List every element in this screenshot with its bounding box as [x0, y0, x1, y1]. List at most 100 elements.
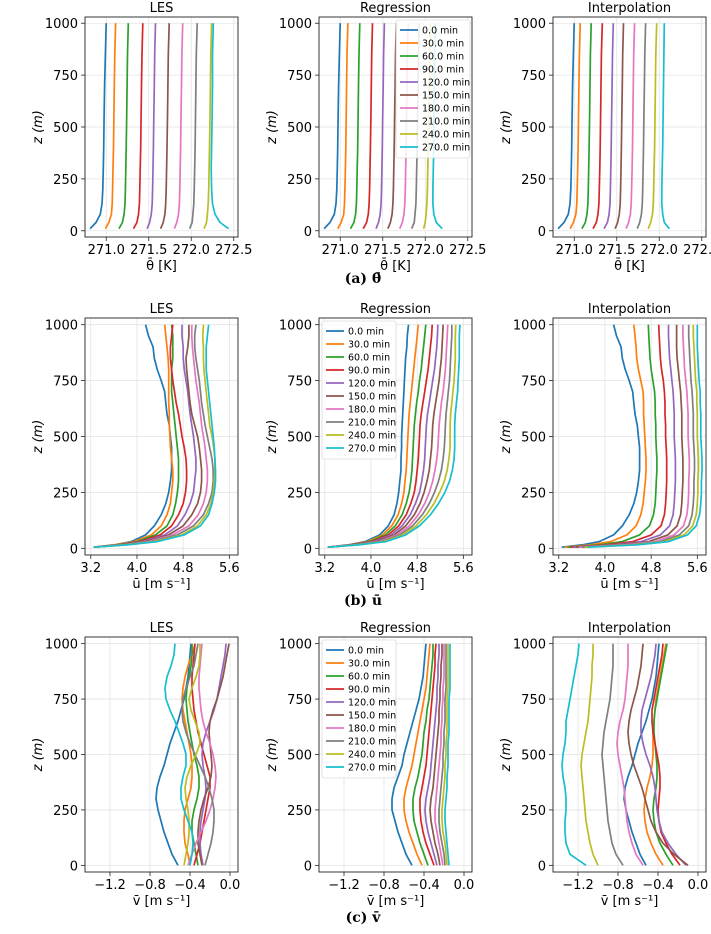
series-line-0 [155, 643, 192, 866]
legend-label: 150.0 min [348, 392, 396, 403]
legend-label: 240.0 min [348, 750, 396, 761]
legend-label: 120.0 min [348, 698, 396, 709]
panel-title: LES [150, 1, 174, 16]
series-line-8 [203, 23, 213, 230]
series-line-3 [93, 324, 188, 549]
legend-box [321, 639, 397, 779]
series-line-6 [578, 324, 691, 549]
series-line-4 [93, 324, 197, 549]
series-line-9 [444, 643, 451, 866]
series-line-9 [210, 23, 230, 230]
series-line-0 [323, 23, 342, 230]
legend-label: 60.0 min [422, 52, 464, 63]
series-line-3 [570, 324, 668, 549]
legend-label: 0.0 min [348, 646, 384, 657]
series-line-8 [584, 324, 700, 549]
legend-label: 180.0 min [422, 104, 470, 115]
legend: 0.0 min 30.0 min 60.0 min 90.0 min 120.0 min… [321, 639, 397, 779]
series-line-3 [592, 23, 604, 230]
x-axis-label: ū [m s⁻¹] [366, 577, 424, 592]
series-line-0 [327, 324, 410, 549]
y-tick-label: 500 [287, 431, 312, 446]
y-tick-label: 250 [287, 173, 312, 188]
y-axis-label: z (m) [31, 420, 46, 455]
panel-title: Interpolation [588, 621, 671, 636]
y-tick-label: 0 [538, 225, 546, 240]
series-line-5 [429, 643, 443, 866]
series-line-5 [576, 324, 684, 549]
x-tick-label: 4.0 [595, 561, 616, 576]
series-line-9 [327, 324, 461, 549]
series-line-7 [581, 324, 696, 549]
y-tick-label: 250 [521, 486, 546, 501]
series-line-3 [362, 23, 374, 230]
y-tick-label: 0 [70, 859, 78, 874]
series-line-1 [569, 23, 582, 230]
legend-label: 210.0 min [348, 737, 396, 748]
y-tick-label: 0 [304, 542, 312, 557]
legend-label: 0.0 min [348, 327, 384, 338]
x-tick-label: −0.8 [134, 878, 166, 893]
series-line-2 [412, 643, 434, 866]
series-line-2 [567, 324, 658, 549]
y-tick-label: 250 [53, 486, 78, 501]
series-line-0 [623, 643, 660, 866]
legend-label: 0.0 min [422, 26, 458, 37]
series-line-9 [660, 23, 671, 230]
panel-title: Regression [360, 302, 431, 317]
series-line-0 [391, 643, 427, 866]
y-tick-label: 1000 [279, 17, 312, 32]
y-tick-label: 500 [521, 431, 546, 446]
series-line-1 [93, 324, 174, 549]
y-tick-label: 750 [53, 375, 78, 390]
series-line-7 [188, 23, 199, 230]
y-tick-label: 1000 [513, 638, 546, 653]
x-tick-label: 5.6 [219, 561, 240, 576]
y-tick-label: 500 [53, 121, 78, 136]
series-line-1 [327, 324, 420, 549]
y-axis-label: z (m) [265, 420, 280, 455]
series-line-6 [434, 643, 445, 866]
series-line-1 [643, 643, 667, 866]
series-line-0 [557, 23, 576, 230]
panel-title: Interpolation [588, 1, 671, 16]
x-tick-label: 271.0 [88, 243, 125, 258]
x-tick-label: 271.5 [364, 243, 401, 258]
panel-1-1: 3.2 4.0 4.8 5.6 0 250 500 750 1000 Regression ū [m… [265, 302, 474, 592]
series-line-7 [181, 643, 215, 866]
panel-title: LES [150, 621, 174, 636]
legend-label: 60.0 min [348, 672, 390, 683]
series-line-6 [187, 643, 217, 866]
series-line-1 [336, 23, 349, 230]
x-tick-label: 3.2 [314, 561, 335, 576]
series-line-6 [616, 643, 644, 866]
x-tick-label: 4.8 [407, 561, 428, 576]
series-line-6 [625, 23, 636, 230]
x-axis-label: v̄ [m s⁻¹] [601, 894, 659, 909]
series-line-7 [93, 324, 215, 549]
legend-box [395, 19, 471, 159]
panel-0-2: 271.0 271.5 272.0 272.5 0 250 500 750 1000 Interp… [499, 1, 711, 274]
y-tick-label: 750 [53, 69, 78, 84]
x-tick-label: 3.2 [80, 561, 101, 576]
y-tick-label: 250 [287, 804, 312, 819]
y-tick-label: 250 [53, 804, 78, 819]
panel-1-2: 3.2 4.0 4.8 5.6 0 250 500 750 1000 Interpolation ū… [499, 302, 708, 592]
x-tick-label: 4.0 [361, 561, 382, 576]
series-line-9 [587, 324, 703, 549]
series-line-7 [601, 643, 624, 866]
y-tick-label: 500 [521, 121, 546, 136]
series-line-7 [636, 23, 647, 230]
x-tick-label: 271.5 [130, 243, 167, 258]
legend-label: 120.0 min [348, 379, 396, 390]
y-tick-label: 750 [287, 693, 312, 708]
x-tick-label: 0.0 [454, 878, 475, 893]
panel-2-1: −1.2 −0.8 −0.4 0.0 0 250 500 750 1000 Regression v… [265, 621, 474, 909]
series-line-1 [181, 643, 196, 866]
panel-1-0: 3.2 4.0 4.8 5.6 0 250 500 750 1000 LES ū [m s⁻¹] z … [31, 302, 240, 592]
x-tick-label: 271.0 [322, 243, 359, 258]
y-axis-label: z (m) [31, 738, 46, 773]
legend-label: 270.0 min [348, 444, 396, 455]
legend-label: 150.0 min [422, 91, 470, 102]
y-tick-label: 750 [53, 693, 78, 708]
